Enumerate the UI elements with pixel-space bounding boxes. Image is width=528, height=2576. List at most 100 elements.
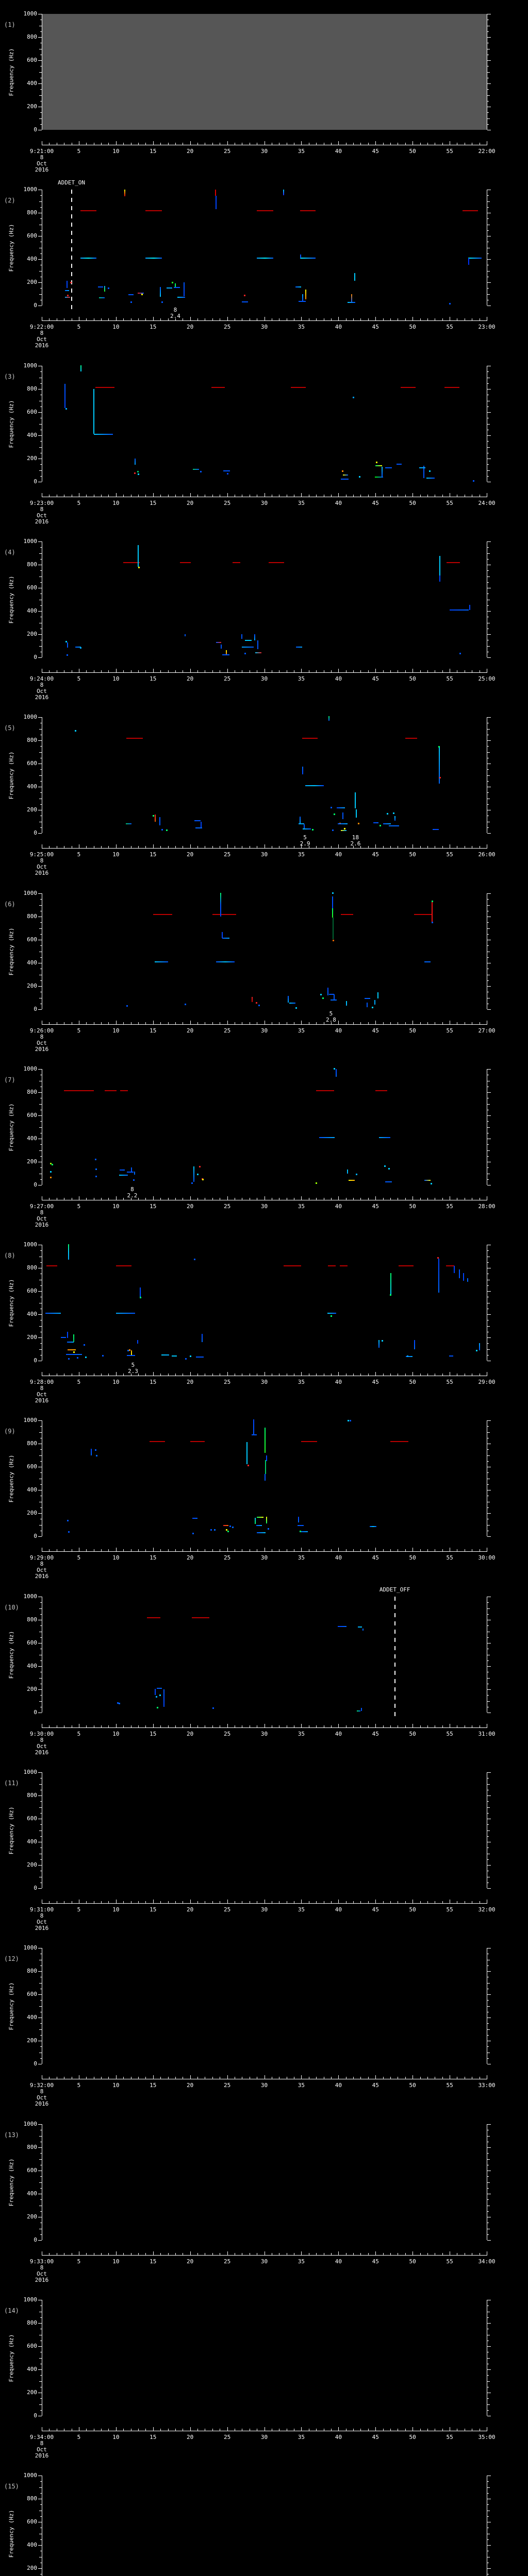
detection-mark: [311, 829, 314, 831]
time-axis-tick: [212, 670, 213, 672]
time-axis-tick: [316, 1374, 317, 1376]
y-axis-tick: [487, 1144, 489, 1145]
time-axis-tick: [420, 1374, 421, 1376]
detection-mark: [332, 896, 333, 909]
detection-mark: [214, 190, 216, 196]
frequency-axis-title: Frequency (Hz): [8, 1982, 15, 2030]
y-axis-tick: [487, 1513, 491, 1514]
y-axis-tick: [487, 1484, 489, 1485]
time-axis-tick: [405, 1725, 406, 1727]
spectrogram-panel: (9) Frequency (Hz) 0 200 400 600 800 1000 9:29:0…: [0, 1406, 528, 1582]
detection-mark: [447, 562, 460, 563]
time-tick-label: 40: [335, 2082, 342, 2089]
y-axis-tick: [40, 207, 42, 208]
y-axis-tick: [40, 371, 42, 372]
y-axis-tick: [38, 986, 42, 987]
time-axis-tick: [168, 2429, 169, 2431]
time-end-label: 25:00: [478, 675, 496, 682]
time-axis-tick: [405, 143, 406, 145]
time-tick-label: 35: [298, 1906, 305, 1913]
detection-mark: [257, 640, 258, 649]
y-tick-label: 200: [27, 1510, 37, 1516]
time-axis-tick: [101, 1022, 102, 1024]
detection-mark: [358, 476, 360, 478]
time-axis-tick: [383, 1901, 384, 1903]
time-axis-tick: [212, 1549, 213, 1551]
y-axis-tick: [39, 2136, 42, 2137]
detection-mark: [252, 1434, 257, 1436]
y-tick-label: 600: [27, 57, 37, 63]
time-axis-tick: [108, 1725, 109, 1727]
time-axis-tick: [212, 1725, 213, 1727]
time-axis-tick: [175, 2429, 176, 2431]
y-axis-tick: [487, 1472, 489, 1473]
y-tick-label: 0: [34, 2412, 37, 2419]
time-tick-label: 10: [112, 2258, 120, 2265]
y-tick-label: 1000: [23, 1241, 38, 1248]
y-axis-tick: [40, 570, 42, 571]
detection-annotation: 5 2.3: [127, 1362, 138, 1375]
spectrogram-panel: (10) Frequency (Hz) 0 200 400 600 800 1000 9:30:…: [0, 1583, 528, 1758]
y-axis-tick: [487, 31, 489, 32]
time-axis-tick: [331, 495, 332, 497]
time-axis-tick: [175, 2253, 176, 2255]
time-tick-label: 55: [446, 851, 453, 858]
detection-mark: [64, 1090, 94, 1091]
detection-mark: [357, 1626, 362, 1628]
detection-mark: [200, 471, 202, 473]
time-start-label: 9:25:00: [29, 851, 54, 858]
time-tick-label: 10: [112, 851, 120, 858]
time-axis-tick: [145, 846, 146, 848]
y-axis-tick: [40, 1262, 42, 1263]
y-tick-label: 1000: [23, 1944, 38, 1951]
time-tick-label: 15: [150, 324, 157, 330]
time-axis-tick: [116, 844, 117, 848]
y-axis-tick: [40, 2046, 42, 2047]
detection-mark: [266, 1455, 267, 1462]
y-tick-label: 800: [27, 913, 37, 920]
time-tick-label: 30: [260, 1379, 268, 1385]
panel-index-label: (12): [4, 1955, 19, 1962]
y-axis-tick: [40, 1695, 42, 1696]
time-axis-tick: [420, 1022, 421, 1024]
y-axis-tick: [40, 2493, 42, 2494]
time-axis-tick: [390, 2253, 391, 2255]
time-axis-tick: [86, 2253, 87, 2255]
time-tick-label: 5: [77, 2082, 81, 2089]
time-axis-tick: [190, 844, 191, 848]
detection-mark: [301, 1440, 317, 1442]
time-tick-label: 40: [335, 1554, 342, 1561]
detection-mark: [257, 257, 273, 259]
time-axis-tick: [338, 1196, 339, 1200]
y-axis-tick: [487, 934, 489, 935]
y-axis-tick: [40, 1637, 42, 1638]
panel-index-label: (1): [4, 21, 15, 28]
time-end-label: 31:00: [478, 1731, 496, 1737]
time-tick-label: 55: [446, 1027, 453, 1034]
time-axis-tick: [197, 2429, 199, 2431]
time-axis-tick: [227, 141, 228, 145]
time-axis-tick: [160, 1022, 161, 1024]
y-tick-label: 1000: [23, 362, 38, 369]
time-axis-tick: [420, 2253, 421, 2255]
time-axis-tick: [360, 2429, 361, 2431]
detection-mark: [369, 1526, 376, 1527]
y-axis-tick: [38, 717, 42, 718]
detection-mark: [444, 386, 459, 388]
y-tick-label: 400: [27, 256, 37, 262]
detection-mark: [330, 807, 332, 809]
y-axis-tick: [487, 611, 491, 612]
y-axis-tick: [487, 1326, 490, 1327]
time-axis-tick: [405, 1022, 406, 1024]
y-axis-tick: [38, 740, 42, 741]
time-axis-tick: [390, 1022, 391, 1024]
time-axis-tick: [86, 2077, 87, 2079]
detection-mark: [419, 467, 425, 468]
time-axis-tick: [412, 844, 414, 848]
frequency-axis-title: Frequency (Hz): [8, 2158, 15, 2206]
detection-mark: [346, 1169, 348, 1174]
time-axis-tick: [101, 1549, 102, 1551]
date-label-line: Oct: [37, 160, 47, 167]
y-axis-tick: [38, 541, 42, 542]
time-axis-tick: [212, 2077, 213, 2079]
